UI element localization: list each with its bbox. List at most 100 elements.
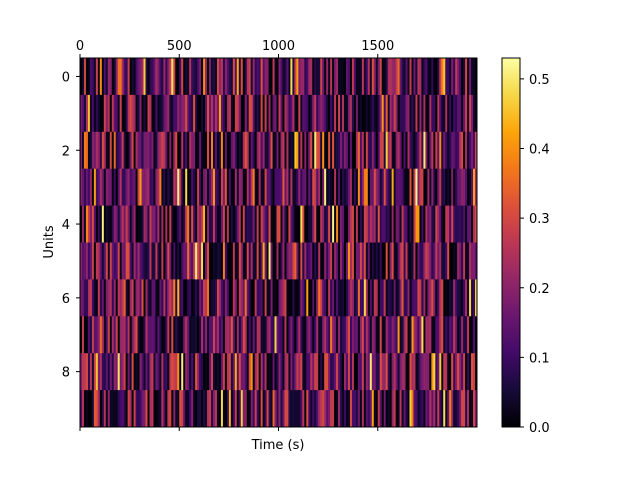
- heatmap-cell: [379, 205, 383, 243]
- heatmap-cell: [222, 316, 226, 354]
- heatmap-cell: [332, 168, 335, 206]
- heatmap-cell: [322, 131, 325, 170]
- heatmap-cell: [473, 316, 476, 354]
- heatmap-cell: [304, 94, 307, 133]
- heatmap-cell: [93, 390, 97, 428]
- heatmap-cell: [95, 168, 99, 206]
- heatmap-cell: [85, 390, 89, 428]
- heatmap-cell: [467, 316, 470, 354]
- heatmap-cell: [238, 353, 242, 391]
- heatmap-cell: [449, 316, 452, 354]
- heatmap-cell: [234, 131, 238, 170]
- heatmap-cell: [258, 316, 262, 354]
- heatmap-cell: [288, 205, 291, 243]
- heatmap-cell: [284, 353, 287, 391]
- heatmap-cell: [381, 390, 385, 428]
- heatmap-cell: [292, 168, 295, 206]
- heatmap-cell: [191, 316, 194, 354]
- heatmap-cell: [294, 279, 297, 317]
- heatmap-cell: [119, 242, 123, 280]
- heatmap-cell: [161, 390, 164, 428]
- heatmap-cell: [330, 316, 333, 354]
- heatmap-cell: [252, 353, 256, 391]
- heatmap-cell: [183, 58, 186, 96]
- heatmap-cell: [455, 242, 458, 280]
- heatmap-cell: [232, 279, 236, 317]
- heatmap-cell: [175, 94, 178, 133]
- heatmap-cell: [260, 353, 264, 391]
- heatmap-cell: [101, 279, 105, 317]
- heatmap-cell: [391, 390, 395, 428]
- heatmap-cell: [193, 131, 196, 170]
- heatmap-cell: [226, 242, 230, 280]
- heatmap-cell: [294, 353, 297, 391]
- heatmap-cell: [387, 131, 391, 170]
- heatmap-cell: [389, 94, 393, 133]
- heatmap-cell: [445, 279, 448, 317]
- heatmap-cell: [451, 316, 454, 354]
- heatmap-cell: [260, 390, 264, 428]
- heatmap-cell: [435, 58, 438, 96]
- heatmap-cell: [151, 316, 154, 354]
- heatmap-cell: [355, 316, 359, 354]
- heatmap-cell: [121, 390, 125, 428]
- heatmap-cell: [169, 353, 172, 391]
- heatmap-cell: [334, 316, 337, 354]
- heatmap-cell: [220, 205, 224, 243]
- heatmap-cell: [282, 131, 285, 170]
- heatmap-cell: [389, 353, 393, 391]
- heatmap-cell: [463, 390, 466, 428]
- heatmap-cell: [119, 316, 123, 354]
- heatmap-cell: [359, 205, 363, 243]
- heatmap-cell: [455, 94, 458, 133]
- heatmap-cell: [449, 58, 452, 96]
- heatmap-cell: [123, 205, 127, 243]
- heatmap-cell: [95, 205, 99, 243]
- heatmap-cell: [242, 316, 246, 354]
- heatmap-cell: [322, 390, 325, 428]
- heatmap-cell: [199, 168, 202, 206]
- heatmap-cell: [109, 353, 113, 391]
- heatmap-cell: [363, 242, 367, 280]
- heatmap-cell: [173, 390, 176, 428]
- heatmap-cell: [451, 58, 454, 96]
- heatmap-cell: [389, 242, 393, 280]
- heatmap-cell: [274, 279, 277, 317]
- heatmap-cell: [338, 353, 341, 391]
- heatmap-cell: [207, 94, 210, 133]
- heatmap-cell: [123, 353, 127, 391]
- heatmap-cell: [290, 58, 293, 96]
- heatmap-cell: [306, 168, 309, 206]
- heatmap-cell: [113, 94, 117, 133]
- heatmap-cell: [135, 316, 138, 354]
- heatmap-cell: [310, 353, 313, 391]
- heatmap-cell: [203, 390, 206, 428]
- heatmap-cell: [359, 168, 363, 206]
- heatmap-cell: [451, 205, 454, 243]
- heatmap-cell: [139, 279, 142, 317]
- heatmap-cell: [240, 353, 244, 391]
- heatmap-cell: [447, 205, 450, 243]
- heatmap-cell: [308, 131, 311, 170]
- heatmap-cell: [359, 242, 363, 280]
- heatmap-cell: [397, 353, 400, 391]
- heatmap-cell: [236, 242, 240, 280]
- heatmap-cell: [135, 205, 138, 243]
- heatmap-cell: [205, 242, 208, 280]
- heatmap-cell: [347, 390, 351, 428]
- heatmap-cell: [201, 58, 204, 96]
- heatmap-cell: [280, 390, 283, 428]
- heatmap-cell: [294, 58, 297, 96]
- heatmap-cell: [361, 58, 365, 96]
- heatmap-cell: [336, 131, 339, 170]
- heatmap-cell: [236, 168, 240, 206]
- heatmap-cell: [230, 390, 234, 428]
- heatmap-cell: [143, 205, 146, 243]
- heatmap-cell: [167, 94, 170, 133]
- heatmap-cell: [216, 94, 220, 133]
- heatmap-cell: [276, 205, 279, 243]
- heatmap-cell: [262, 390, 266, 428]
- heatmap-cell: [427, 205, 430, 243]
- heatmap-cell: [349, 242, 353, 280]
- heatmap-cell: [447, 279, 450, 317]
